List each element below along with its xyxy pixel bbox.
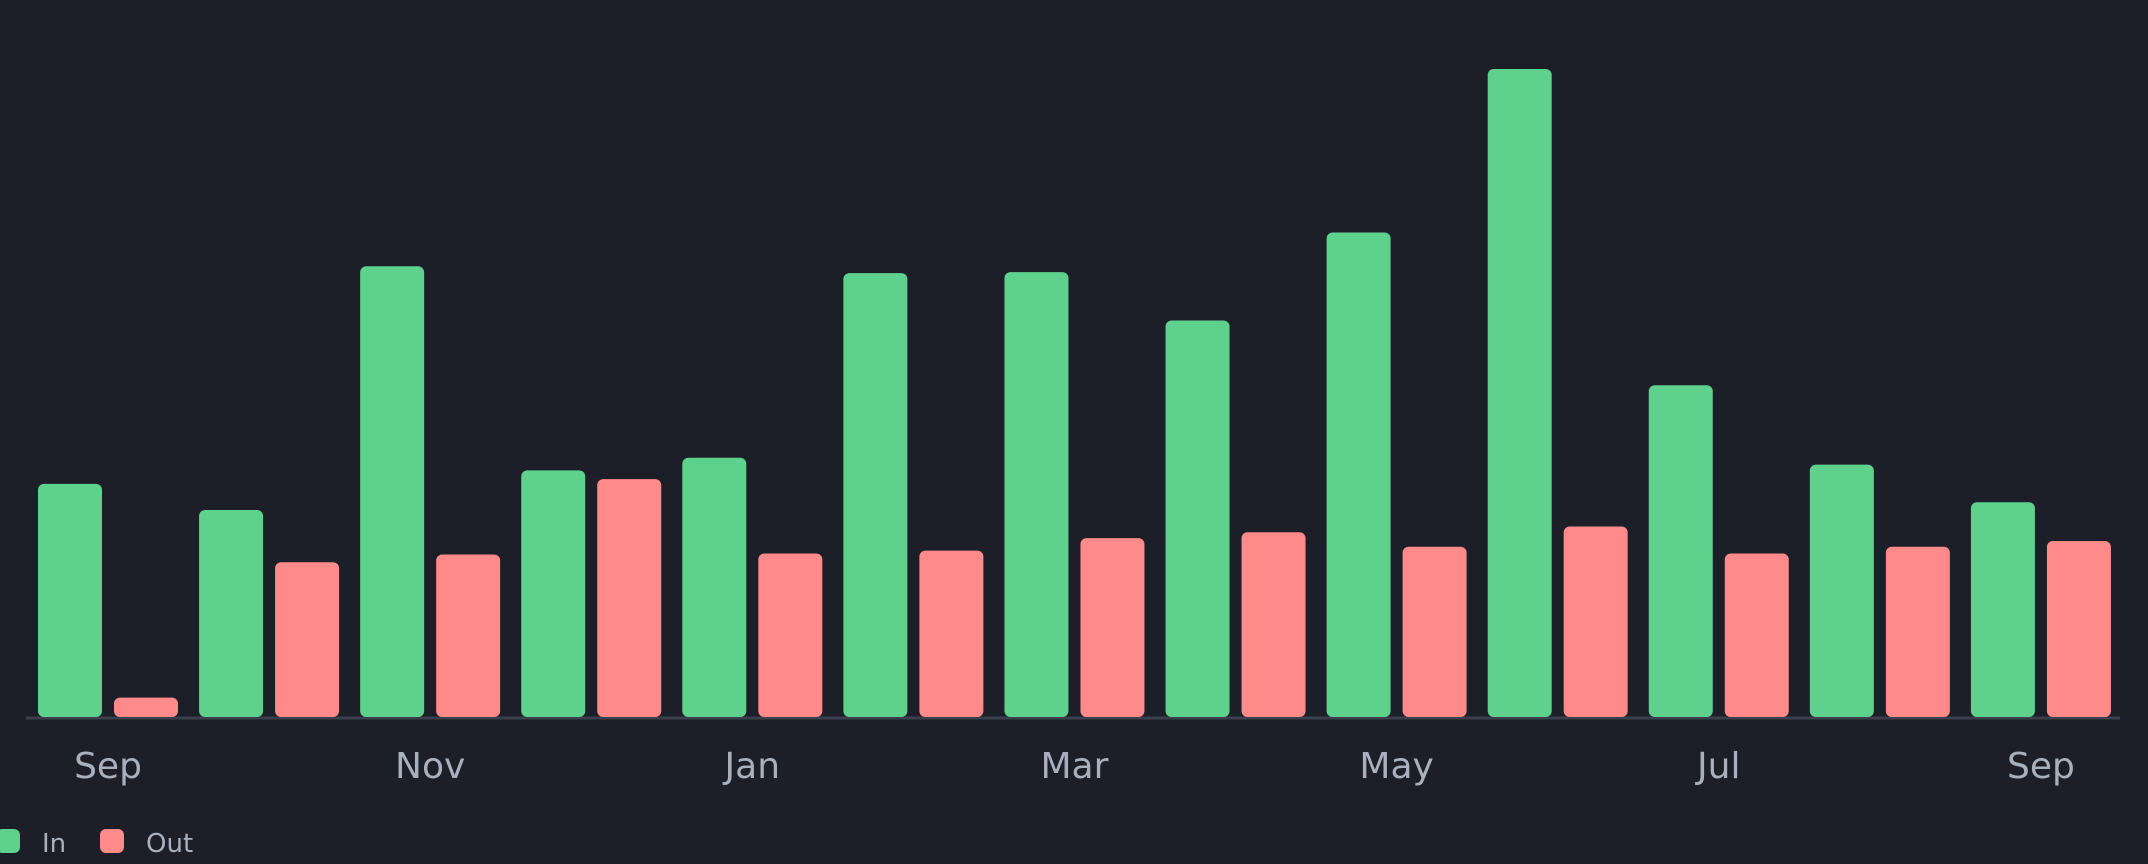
bar-out-11: [1885, 546, 1950, 717]
legend: In Out: [0, 829, 193, 859]
x-tick-label: Sep: [74, 746, 142, 787]
bar-out-5: [919, 550, 984, 717]
x-tick-label: Sep: [2007, 746, 2075, 787]
x-tick-label: May: [1359, 746, 1433, 787]
bar-out-1: [275, 562, 340, 717]
x-tick-label: Jul: [1695, 746, 1740, 787]
x-tick-labels: Sep Nov Jan Mar May Jul Sep: [74, 746, 2075, 787]
bar-in-11: [1809, 464, 1874, 717]
bars-group: [38, 69, 2111, 717]
legend-label-in: In: [42, 829, 66, 859]
bar-in-4: [682, 457, 747, 717]
bar-in-8: [1326, 232, 1391, 717]
legend-swatch-in: [0, 829, 20, 853]
bar-out-12: [2046, 540, 2111, 717]
bar-out-0: [114, 697, 178, 717]
bar-in-2: [360, 266, 425, 717]
bar-in-10: [1648, 385, 1713, 717]
bar-in-6: [1004, 272, 1069, 717]
bar-out-7: [1241, 532, 1306, 717]
bar-out-4: [758, 553, 823, 717]
bar-in-0: [38, 483, 102, 717]
bar-in-7: [1165, 320, 1230, 717]
bar-out-2: [436, 554, 501, 717]
x-tick-label: Jan: [723, 746, 781, 787]
legend-label-out: Out: [146, 829, 193, 859]
x-tick-label: Nov: [395, 746, 465, 787]
x-tick-label: Mar: [1041, 746, 1109, 787]
legend-swatch-out: [100, 829, 124, 853]
bar-in-5: [843, 273, 908, 717]
bar-out-3: [597, 479, 662, 717]
bar-in-12: [1970, 502, 2035, 717]
bar-out-6: [1080, 538, 1145, 717]
bar-in-3: [521, 470, 586, 717]
bar-out-9: [1563, 526, 1628, 717]
bar-out-10: [1724, 553, 1789, 717]
bar-in-9: [1487, 69, 1552, 717]
bar-in-1: [199, 510, 264, 717]
bar-out-8: [1402, 546, 1467, 717]
